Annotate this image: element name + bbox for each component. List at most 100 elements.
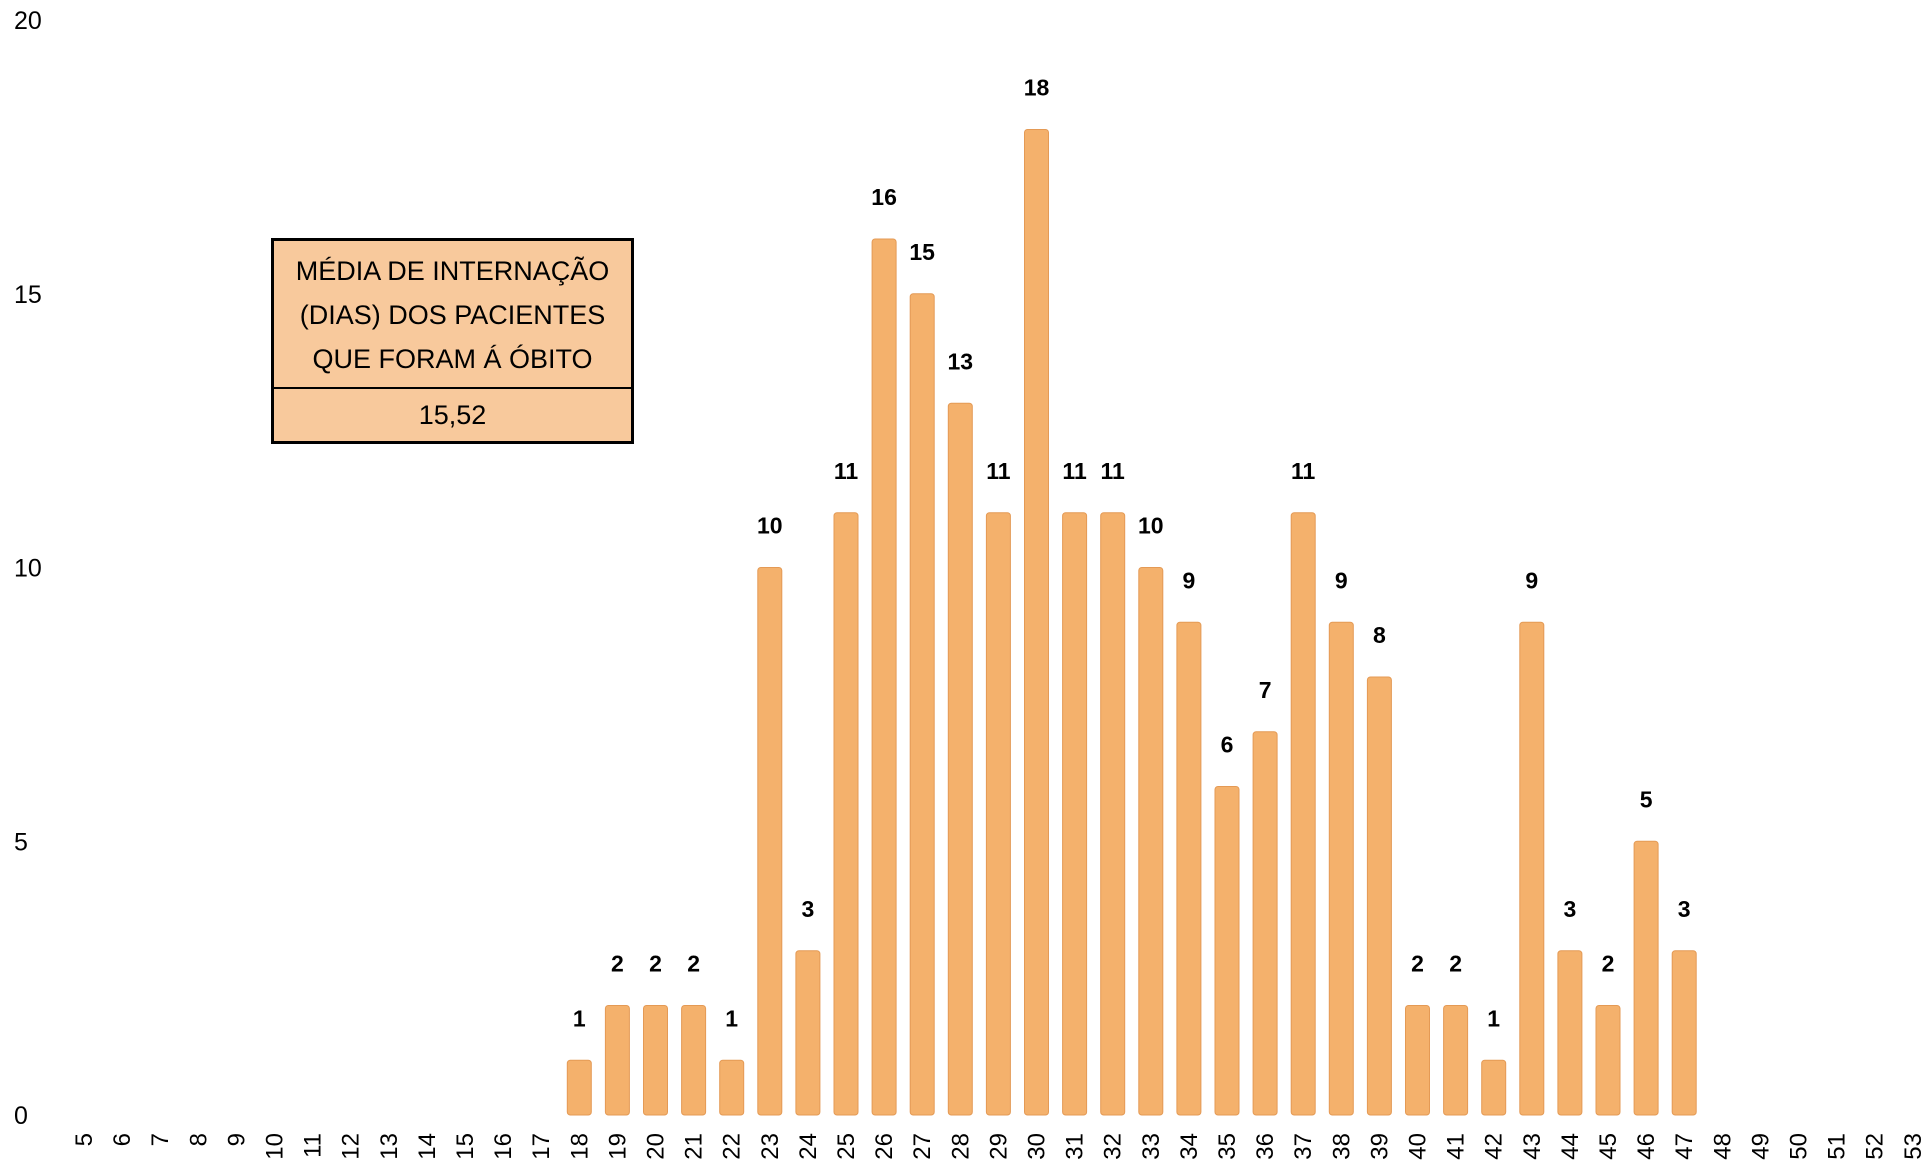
x-tick-label: 33 <box>1138 1133 1165 1160</box>
x-tick-label: 28 <box>947 1133 974 1160</box>
x-tick-label: 49 <box>1747 1133 1774 1160</box>
x-tick-label: 10 <box>262 1133 289 1160</box>
x-tick-label: 25 <box>833 1133 860 1160</box>
data-label: 15 <box>909 239 935 265</box>
x-tick-label: 27 <box>909 1133 936 1160</box>
bar <box>604 1005 630 1116</box>
x-tick-label: 39 <box>1366 1133 1393 1160</box>
x-tick-label: 37 <box>1290 1133 1317 1160</box>
data-label: 2 <box>649 951 662 977</box>
data-label: 1 <box>725 1005 738 1031</box>
average-stay-box: MÉDIA DE INTERNAÇÃO (DIAS) DOS PACIENTES… <box>271 238 634 444</box>
x-tick-label: 32 <box>1100 1133 1127 1160</box>
x-tick-label: 43 <box>1519 1133 1546 1160</box>
data-label: 9 <box>1335 567 1348 593</box>
bar <box>909 293 935 1116</box>
x-tick-label: 6 <box>109 1133 136 1146</box>
x-tick-label: 11 <box>300 1133 327 1158</box>
bar <box>1366 676 1392 1116</box>
x-tick-label: 38 <box>1328 1133 1355 1160</box>
x-tick-label: 24 <box>795 1133 822 1160</box>
x-tick-label: 21 <box>681 1133 708 1160</box>
x-tick-label: 22 <box>719 1133 746 1160</box>
x-tick-label: 44 <box>1557 1133 1584 1160</box>
bar <box>985 512 1011 1116</box>
x-tick-label: 45 <box>1595 1133 1622 1160</box>
x-tick-label: 16 <box>490 1133 517 1160</box>
x-tick-label: 13 <box>376 1133 403 1160</box>
x-tick-label: 9 <box>223 1133 250 1146</box>
bar <box>1100 512 1126 1116</box>
bar <box>1214 786 1240 1116</box>
bar <box>1671 950 1697 1116</box>
bar <box>1252 731 1278 1116</box>
x-tick-label: 7 <box>147 1133 174 1146</box>
x-tick-label: 29 <box>985 1133 1012 1160</box>
bar <box>1062 512 1088 1116</box>
x-tick-label: 50 <box>1786 1133 1813 1160</box>
bar <box>1481 1059 1507 1116</box>
average-stay-value: 15,52 <box>418 400 487 430</box>
data-label: 2 <box>1449 951 1462 977</box>
x-tick-label: 40 <box>1405 1133 1432 1160</box>
data-label: 1 <box>573 1005 586 1031</box>
data-label: 2 <box>1602 951 1615 977</box>
x-tick-label: 8 <box>185 1133 212 1146</box>
x-tick-label: 46 <box>1633 1133 1660 1160</box>
bar <box>833 512 859 1116</box>
data-label: 11 <box>986 458 1011 484</box>
x-tick-label: 51 <box>1824 1133 1851 1160</box>
bar <box>1024 129 1049 1116</box>
data-label: 10 <box>757 513 783 539</box>
x-tick-label: 20 <box>643 1133 670 1160</box>
bar <box>1557 950 1583 1116</box>
x-tick-label: 36 <box>1252 1133 1279 1160</box>
bar <box>719 1059 745 1116</box>
bar <box>566 1059 592 1116</box>
data-label: 11 <box>1101 458 1126 484</box>
bar <box>1138 567 1164 1116</box>
bar <box>795 950 821 1116</box>
data-label: 3 <box>1678 896 1691 922</box>
x-tick-label: 48 <box>1709 1133 1736 1160</box>
bar <box>1328 621 1354 1116</box>
x-tick-label: 26 <box>871 1133 898 1160</box>
x-tick-label: 19 <box>604 1133 631 1160</box>
data-label: 2 <box>687 951 700 977</box>
x-tick-label: 41 <box>1443 1133 1470 1160</box>
data-label: 18 <box>1024 75 1050 101</box>
data-label: 9 <box>1183 567 1196 593</box>
bar <box>1405 1005 1430 1116</box>
bar <box>1176 621 1202 1116</box>
data-label: 6 <box>1221 732 1234 758</box>
x-tick-label: 42 <box>1481 1133 1508 1160</box>
data-label: 7 <box>1259 677 1272 703</box>
y-tick-label: 10 <box>14 555 42 583</box>
x-tick-label: 23 <box>757 1133 784 1160</box>
bar <box>757 567 783 1116</box>
data-label: 2 <box>611 951 624 977</box>
data-label: 11 <box>834 458 859 484</box>
x-tick-label: 5 <box>71 1133 98 1146</box>
bar <box>681 1005 707 1116</box>
x-tick-label: 52 <box>1862 1133 1889 1160</box>
bar <box>947 402 973 1116</box>
data-label: 16 <box>871 184 897 210</box>
bar <box>1443 1005 1469 1116</box>
x-tick-label: 14 <box>414 1133 441 1160</box>
x-tick-label: 15 <box>452 1133 479 1160</box>
data-label: 3 <box>802 896 815 922</box>
data-label: 8 <box>1373 622 1386 648</box>
x-tick-label: 53 <box>1900 1133 1927 1160</box>
x-tick-label: 30 <box>1024 1133 1051 1160</box>
x-tick-label: 12 <box>338 1133 365 1160</box>
bar <box>643 1005 668 1116</box>
x-tick-label: 35 <box>1214 1133 1241 1160</box>
bar <box>1290 512 1316 1116</box>
data-label: 1 <box>1487 1005 1500 1031</box>
bar <box>1595 1005 1621 1116</box>
data-label: 13 <box>948 348 974 374</box>
data-label: 9 <box>1525 567 1538 593</box>
